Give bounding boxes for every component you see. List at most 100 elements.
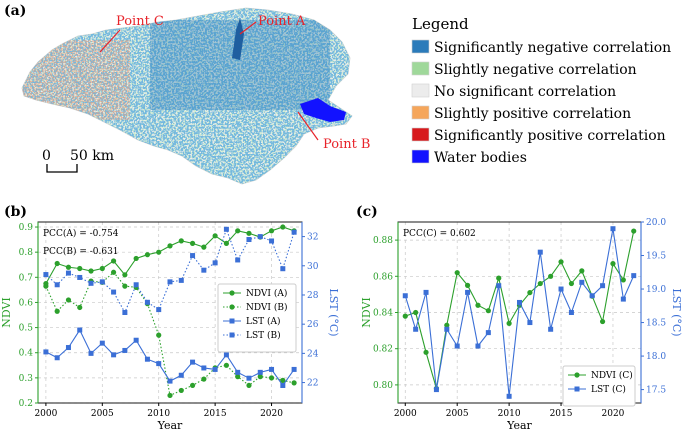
positive-area-west xyxy=(22,40,130,120)
data-point xyxy=(65,345,71,351)
legend-title: Legend xyxy=(412,15,469,33)
data-point xyxy=(589,293,595,299)
data-point xyxy=(475,302,481,308)
legend-label-2: No significant correlation xyxy=(434,84,616,100)
data-point xyxy=(201,365,207,371)
y-tick-label: 0.86 xyxy=(373,272,393,282)
data-point xyxy=(235,228,241,234)
point-a-leader xyxy=(239,21,257,35)
pcc-annotation: PCC(C) = 0.602 xyxy=(403,228,476,239)
data-point xyxy=(454,343,460,349)
data-point xyxy=(291,229,297,235)
y-tick-label: 0.2 xyxy=(19,399,33,409)
data-point xyxy=(223,362,230,368)
data-point xyxy=(223,240,230,246)
y2-tick-label: 19.5 xyxy=(646,252,666,262)
data-point xyxy=(464,282,471,288)
water-body-east xyxy=(300,98,346,122)
data-point xyxy=(223,352,229,358)
data-point xyxy=(558,286,564,292)
legend-label-3: Slightly positive correlation xyxy=(434,106,631,122)
data-point xyxy=(280,266,286,272)
data-point xyxy=(133,282,139,288)
legend-swatch-4 xyxy=(411,127,430,142)
series-lstb xyxy=(43,226,297,315)
y2-tick-label: 28 xyxy=(307,291,319,301)
data-point xyxy=(246,375,252,381)
series-lstc xyxy=(402,226,637,399)
legend-entry: NDVI (B) xyxy=(246,302,287,313)
y2-tick-label: 18.5 xyxy=(646,319,666,329)
x-tick-label: 2005 xyxy=(91,409,114,419)
data-point xyxy=(156,249,162,255)
data-point xyxy=(144,252,151,258)
data-point xyxy=(610,226,616,232)
data-point xyxy=(291,366,297,372)
map-legend: Legend Significantly negative correlatio… xyxy=(411,15,671,166)
data-point xyxy=(122,347,128,353)
data-point xyxy=(156,307,162,313)
data-point xyxy=(167,279,173,285)
data-point xyxy=(212,233,218,239)
data-point xyxy=(506,320,512,326)
data-point xyxy=(77,274,83,280)
data-point xyxy=(144,299,150,305)
data-point xyxy=(54,355,60,361)
x-tick-label: 2020 xyxy=(260,409,283,419)
data-point xyxy=(110,258,117,264)
data-point xyxy=(537,249,543,255)
data-point xyxy=(527,320,533,326)
data-point xyxy=(496,275,502,281)
data-point xyxy=(144,356,150,362)
data-point xyxy=(454,270,460,276)
data-point xyxy=(413,309,419,316)
y-tick-label: 0.88 xyxy=(373,236,393,246)
data-point xyxy=(269,238,275,244)
y-axis-label: NDVI xyxy=(0,297,13,328)
x-tick-label: 2000 xyxy=(394,409,417,419)
data-point xyxy=(235,374,241,380)
data-point xyxy=(444,322,450,328)
legend-entry: NDVI (A) xyxy=(246,288,287,299)
data-point xyxy=(548,273,554,279)
legend-swatch-3 xyxy=(411,105,430,120)
y-tick-label: 0.8 xyxy=(19,248,34,258)
y2-tick-label: 32 xyxy=(307,233,318,243)
data-point xyxy=(257,234,263,240)
data-point xyxy=(506,393,512,399)
data-point xyxy=(65,270,71,276)
data-point xyxy=(402,293,408,299)
legend-swatch-5 xyxy=(411,149,430,164)
data-point xyxy=(631,273,637,279)
data-point xyxy=(257,369,263,375)
data-point xyxy=(167,392,173,399)
x-tick-label: 2000 xyxy=(34,409,57,419)
x-axis-label: Year xyxy=(506,419,532,431)
data-point xyxy=(235,257,241,263)
series-lsta xyxy=(43,327,297,388)
data-point xyxy=(485,308,491,314)
data-point xyxy=(54,282,60,288)
data-point xyxy=(122,272,128,278)
scale-bar-label: 50 km xyxy=(70,148,114,164)
pcc-annotation: PCC(B) = -0.631 xyxy=(43,246,119,257)
legend-entry: NDVI (C) xyxy=(591,370,633,381)
data-point xyxy=(77,304,83,311)
data-point xyxy=(280,377,286,383)
y-tick-label: 0.82 xyxy=(373,345,393,355)
legend-swatch-1 xyxy=(411,61,430,76)
series-line xyxy=(405,230,635,389)
data-point xyxy=(599,318,606,325)
point-c-leader xyxy=(99,29,121,53)
legend-swatch-2 xyxy=(411,83,430,98)
data-point xyxy=(246,237,252,243)
data-point xyxy=(223,226,229,232)
data-point xyxy=(465,289,471,295)
data-point xyxy=(65,297,72,303)
data-point xyxy=(111,289,117,295)
data-point xyxy=(167,378,173,384)
y2-tick-label: 26 xyxy=(307,320,319,330)
data-point xyxy=(485,330,491,336)
data-point xyxy=(568,310,574,315)
